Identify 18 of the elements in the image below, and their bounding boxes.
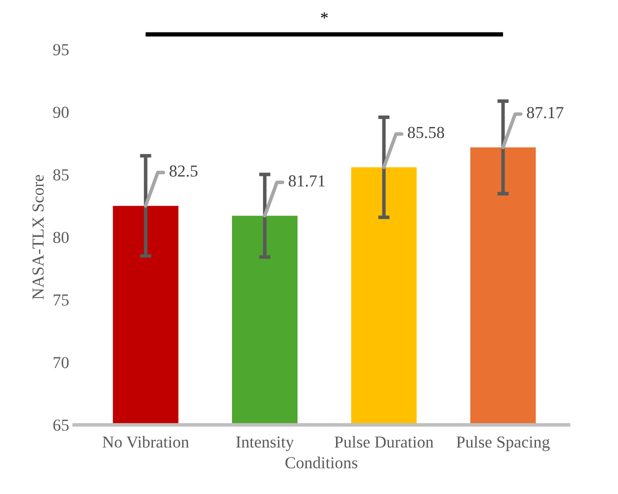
y-tick-label: 75 (54, 294, 69, 306)
y-axis-title: NASA-TLX Score (32, 174, 44, 300)
data-label: 81.71 (288, 175, 325, 187)
y-tick-label: 80 (53, 232, 69, 244)
y-tick-label: 70 (54, 356, 69, 368)
x-axis-title: Conditions (285, 456, 358, 468)
x-tick-label: Pulse Duration (334, 436, 434, 448)
data-label: 82.5 (170, 165, 198, 177)
x-tick-label: Pulse Spacing (456, 436, 550, 452)
y-tick-label: 90 (53, 106, 69, 118)
y-tick-label: 65 (53, 420, 69, 431)
y-tick-label: 95 (53, 44, 69, 56)
data-label: 87.17 (527, 106, 564, 118)
x-tick-label: Intensity (236, 436, 294, 452)
y-tick-label: 85 (53, 169, 69, 180)
x-tick-label: No Vibration (102, 436, 189, 448)
text: * (320, 12, 328, 19)
data-label: 85.58 (408, 126, 444, 138)
